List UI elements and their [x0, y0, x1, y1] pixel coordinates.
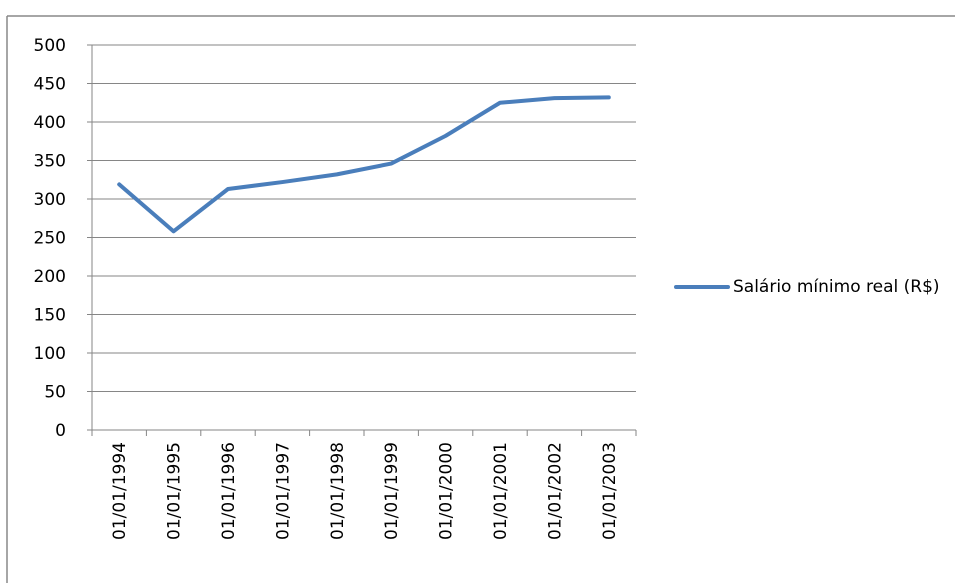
y-tick-label: 150 — [34, 306, 66, 326]
y-tick-label: 100 — [34, 344, 66, 364]
series-line — [117, 95, 611, 234]
x-tick-label: 01/01/2003 — [600, 442, 620, 540]
x-tick-label: 01/01/1998 — [328, 442, 348, 540]
y-tick-label: 450 — [34, 75, 66, 95]
x-tick-label: 01/01/2001 — [491, 442, 511, 540]
y-tick-label: 250 — [34, 229, 66, 249]
x-tick-label: 01/01/2002 — [545, 442, 565, 540]
y-tick-label: 50 — [44, 383, 66, 403]
x-tick-label: 01/01/2000 — [437, 442, 457, 540]
x-tick-label: 01/01/1996 — [219, 442, 239, 540]
x-tick-label: 01/01/1997 — [273, 442, 293, 540]
x-tick-label: 01/01/1995 — [165, 442, 185, 540]
y-tick-label: 500 — [34, 36, 66, 56]
y-tick-label: 0 — [55, 421, 66, 441]
y-tick-label: 300 — [34, 190, 66, 210]
y-tick-label: 200 — [34, 267, 66, 287]
y-tick-label: 350 — [34, 152, 66, 172]
y-tick-label: 400 — [34, 113, 66, 133]
x-tick-label: 01/01/1999 — [382, 442, 402, 540]
legend-label: Salário mínimo real (R$) — [733, 277, 940, 297]
x-tick-label: 01/01/1994 — [110, 442, 130, 540]
